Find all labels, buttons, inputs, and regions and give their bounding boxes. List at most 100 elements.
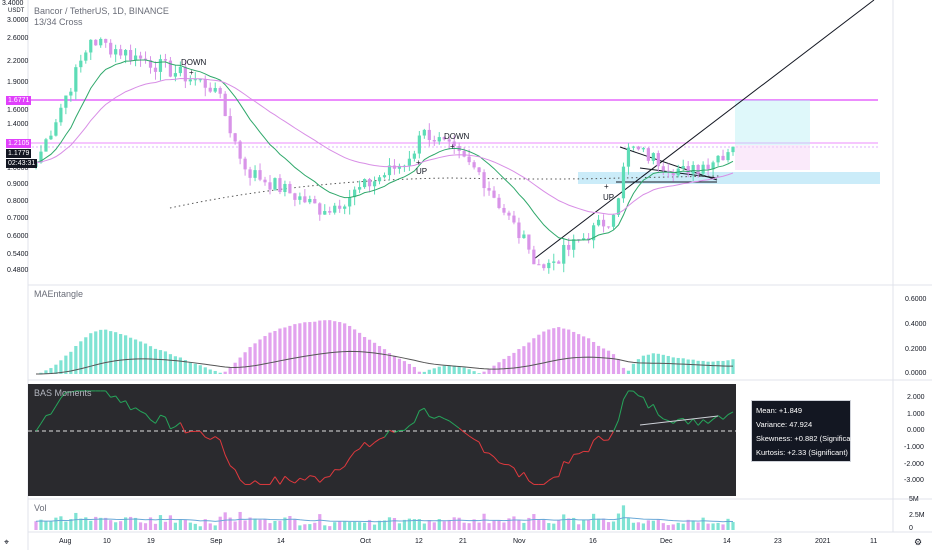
candle-body xyxy=(133,55,138,61)
bas-segment xyxy=(299,477,306,481)
volume-bar xyxy=(198,526,202,530)
candle-body xyxy=(273,178,277,190)
maentangle-bar xyxy=(701,360,705,374)
bas-title: BAS Moments xyxy=(34,388,92,398)
bas-segment xyxy=(593,435,599,441)
candle-body xyxy=(228,116,232,134)
maentangle-bar xyxy=(492,365,496,374)
bas-segment xyxy=(578,450,584,455)
volume-bar xyxy=(298,525,302,530)
volume-bar xyxy=(183,519,187,530)
candle-body xyxy=(656,153,660,167)
candle-body xyxy=(407,158,411,166)
candle-body xyxy=(661,166,665,171)
bas-segment xyxy=(508,464,515,469)
maentangle-bar xyxy=(656,353,660,374)
maentangle-bar xyxy=(372,342,377,374)
volume-bar xyxy=(348,521,352,530)
volume-bar xyxy=(517,520,521,530)
candle-body xyxy=(696,165,700,174)
bas-segment xyxy=(105,390,112,398)
bas-segment xyxy=(359,442,365,450)
volume-bar xyxy=(582,519,586,530)
maentangle-bar xyxy=(467,369,471,374)
maentangle-bar xyxy=(84,337,88,374)
maentangle-bar xyxy=(263,336,267,374)
bas-segment xyxy=(35,423,42,432)
maentangle-bar xyxy=(532,338,536,374)
bas-segment xyxy=(145,413,151,421)
maentangle-bar xyxy=(238,357,242,374)
maentangle-bar xyxy=(591,341,596,374)
candle-body xyxy=(44,139,48,152)
zoom-icon[interactable]: ⌖ xyxy=(4,537,10,547)
cross-marker-down1: + xyxy=(189,68,194,77)
volume-bar xyxy=(492,520,496,530)
maentangle-bar xyxy=(606,350,611,374)
volume-bar xyxy=(119,521,123,530)
maentangle-bar xyxy=(412,366,416,374)
volume-bar xyxy=(308,524,312,530)
candle-body xyxy=(109,42,113,55)
settings-icon[interactable]: ⚙ xyxy=(914,537,923,547)
maentangle-bar xyxy=(377,346,382,374)
volume-bar xyxy=(641,523,645,530)
volume-bar xyxy=(462,522,466,530)
volume-bar xyxy=(313,522,317,530)
volume-bar xyxy=(577,524,581,530)
bas-trend xyxy=(639,415,719,426)
candle-body xyxy=(397,165,402,169)
maentangle-bar xyxy=(402,361,407,374)
maentangle-bar xyxy=(567,329,571,374)
time-tick-7: 21 xyxy=(459,538,467,545)
bas-segment xyxy=(379,436,385,440)
bas-segment xyxy=(493,456,500,463)
candle-body xyxy=(487,188,491,191)
bas-segment xyxy=(668,420,674,424)
candle-body xyxy=(318,203,322,215)
stat-kurtosis: Kurtosis: +2.33 (Significant) xyxy=(756,448,848,457)
volume-bar xyxy=(109,520,113,530)
volume-bar xyxy=(173,522,178,530)
bas-segment xyxy=(314,476,321,483)
target-box xyxy=(735,100,810,145)
volume-bar xyxy=(377,520,382,530)
maentangle-bar xyxy=(119,334,123,374)
maentangle-bar xyxy=(577,334,581,374)
candle-body xyxy=(587,238,591,241)
volume-bar xyxy=(497,520,501,530)
maentangle-bar xyxy=(437,366,441,374)
bas-segment xyxy=(160,414,166,418)
bas-segment xyxy=(553,476,559,478)
maentangle-bar xyxy=(512,352,516,374)
candle-body xyxy=(427,129,431,141)
volume-bar xyxy=(168,515,173,530)
maentangle-bar xyxy=(74,346,78,374)
volume-bar xyxy=(163,521,168,530)
bas-segment xyxy=(394,429,400,433)
time-tick-5: Oct xyxy=(360,538,371,545)
candle-body xyxy=(198,79,202,81)
volume-bar xyxy=(49,521,53,530)
maentangle-bar xyxy=(163,351,168,374)
bas-tick-3: -1.000 xyxy=(904,444,924,451)
volume-bar xyxy=(572,517,576,530)
volume-bar xyxy=(721,524,725,530)
maentangle-bar xyxy=(462,367,466,374)
volume-bar xyxy=(601,518,606,530)
volume-bar xyxy=(507,518,511,530)
resistance-line-top xyxy=(28,99,878,101)
bas-segment xyxy=(60,391,67,399)
maentangle-bar xyxy=(442,365,446,374)
bas-segment xyxy=(155,414,161,424)
candle-body xyxy=(69,91,73,96)
volume-bar xyxy=(457,517,461,530)
bas-segment xyxy=(478,441,485,453)
maentangle-bar xyxy=(716,360,720,374)
last-price-tag: 1.1779 xyxy=(6,149,32,158)
volume-bar xyxy=(203,519,207,530)
volume-bar xyxy=(248,517,252,530)
countdown-tag: 02:43:31 xyxy=(6,159,38,168)
candle-body xyxy=(522,234,526,239)
